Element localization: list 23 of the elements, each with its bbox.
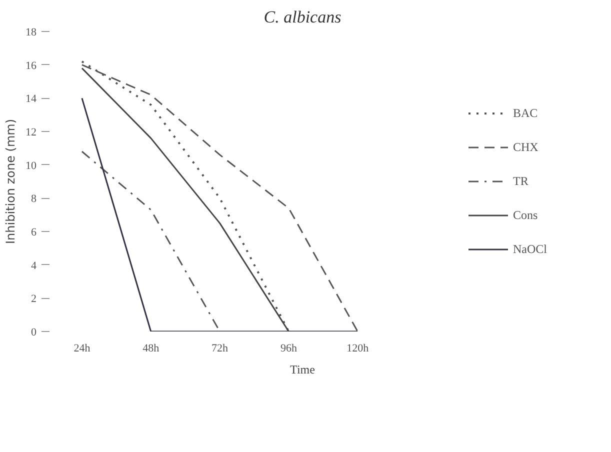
y-tick-label: 0 bbox=[31, 326, 37, 338]
y-tick-label: 8 bbox=[31, 193, 37, 206]
x-tick-label: 48h bbox=[142, 342, 160, 354]
legend-label: CHX bbox=[513, 140, 538, 154]
x-tick-label: 96h bbox=[280, 342, 298, 354]
y-tick-label: 2 bbox=[31, 293, 36, 306]
legend-label: Cons bbox=[513, 208, 538, 222]
y-tick-label: 16 bbox=[26, 60, 37, 72]
x-tick-label: 120h bbox=[346, 342, 370, 354]
y-tick-label: 10 bbox=[26, 160, 37, 172]
chart-title: C. albicans bbox=[264, 8, 342, 26]
y-axis-title: Inhibition zone (mm) bbox=[4, 118, 18, 244]
x-tick-label: 24h bbox=[74, 342, 91, 354]
y-tick-label: 14 bbox=[26, 93, 37, 106]
y-tick-label: 12 bbox=[26, 126, 36, 138]
legend-label: BAC bbox=[513, 106, 538, 120]
legend-label: TR bbox=[513, 174, 530, 188]
y-tick-label: 18 bbox=[26, 26, 37, 38]
x-tick-label: 72h bbox=[212, 342, 229, 354]
x-axis-title: Time bbox=[290, 362, 315, 376]
y-tick-label: 4 bbox=[31, 260, 37, 272]
legend-label: NaOCl bbox=[513, 242, 547, 256]
y-tick-label: 6 bbox=[31, 226, 37, 238]
